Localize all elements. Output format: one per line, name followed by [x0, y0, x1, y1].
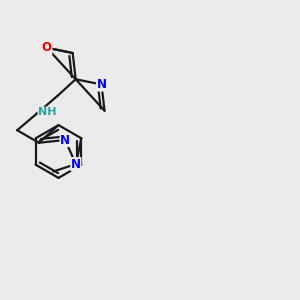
Text: N: N [97, 78, 106, 91]
Text: O: O [42, 41, 52, 54]
Text: N: N [60, 134, 70, 146]
Text: NH: NH [38, 107, 57, 117]
Text: N: N [71, 158, 81, 171]
